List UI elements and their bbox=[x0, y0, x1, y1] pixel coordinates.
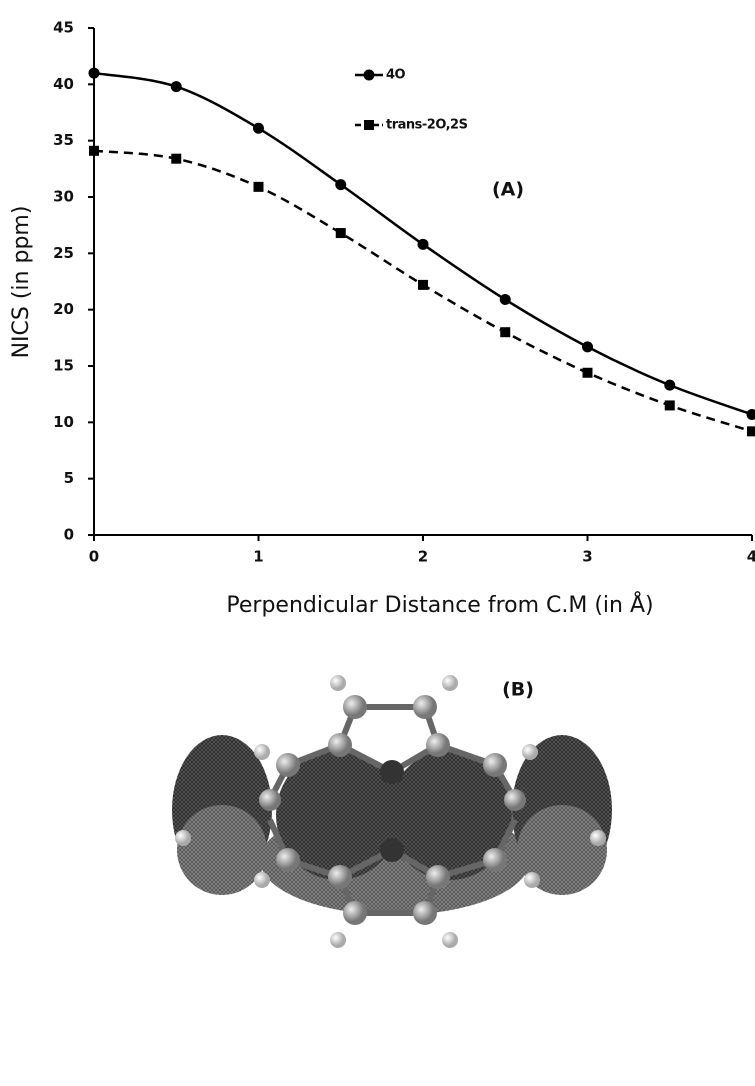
marker bbox=[665, 400, 675, 410]
x-tick-label: 1 bbox=[253, 548, 263, 566]
marker bbox=[582, 341, 593, 352]
marker bbox=[171, 81, 182, 92]
x-tick-label: 2 bbox=[418, 548, 428, 566]
marker bbox=[747, 426, 755, 436]
marker bbox=[747, 409, 755, 420]
legend-item: trans-2O,2S bbox=[355, 118, 468, 133]
marker bbox=[364, 70, 375, 81]
panel-label: (B) bbox=[502, 679, 534, 701]
series-line bbox=[94, 151, 752, 432]
molecule-image bbox=[172, 675, 612, 948]
y-tick-label: 45 bbox=[53, 19, 74, 37]
y-axis-label: NICS (in ppm) bbox=[9, 206, 34, 359]
figure: NICS (in ppm) Perpendicular Distance fro… bbox=[0, 0, 755, 1086]
legend-item: 4O bbox=[355, 68, 406, 83]
y-tick-label: 25 bbox=[53, 244, 74, 262]
marker bbox=[664, 380, 675, 391]
y-tick-label: 5 bbox=[64, 469, 74, 487]
marker bbox=[336, 228, 346, 238]
marker bbox=[500, 327, 510, 337]
y-tick-label: 20 bbox=[53, 300, 74, 318]
x-tick-label: 3 bbox=[582, 548, 592, 566]
marker bbox=[89, 146, 99, 156]
x-tick-label: 0 bbox=[89, 548, 99, 566]
x-tick-label: 4 bbox=[747, 548, 755, 566]
legend-label: trans-2O,2S bbox=[386, 118, 468, 133]
panel-label: (A) bbox=[492, 179, 524, 201]
marker bbox=[583, 368, 593, 378]
x-axis-label: Perpendicular Distance from C.M (in Å) bbox=[226, 591, 653, 618]
y-tick-label: 0 bbox=[64, 526, 74, 544]
marker bbox=[254, 182, 264, 192]
marker bbox=[335, 179, 346, 190]
series bbox=[89, 146, 755, 437]
y-tick-label: 10 bbox=[53, 413, 74, 431]
marker bbox=[418, 280, 428, 290]
marker bbox=[500, 294, 511, 305]
marker bbox=[418, 239, 429, 250]
y-tick-label: 35 bbox=[53, 131, 74, 149]
marker bbox=[171, 154, 181, 164]
y-tick-label: 30 bbox=[53, 188, 74, 206]
marker bbox=[253, 123, 264, 134]
legend-label: 4O bbox=[386, 68, 406, 83]
marker bbox=[89, 68, 100, 79]
y-tick-label: 40 bbox=[53, 75, 74, 93]
y-tick-label: 15 bbox=[53, 357, 74, 375]
marker bbox=[364, 120, 374, 130]
